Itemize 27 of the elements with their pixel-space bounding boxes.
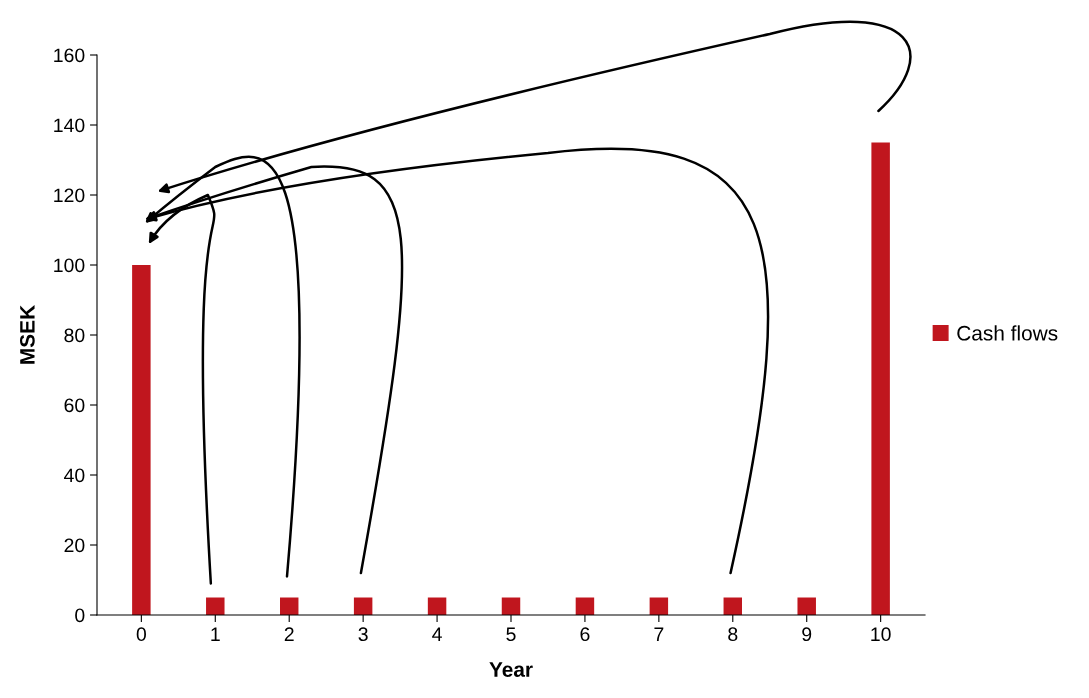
- y-tick-label: 140: [54, 118, 85, 133]
- bar: [206, 597, 225, 615]
- bar: [871, 142, 890, 615]
- y-tick-label: 120: [54, 188, 85, 203]
- y-tick-label: 40: [64, 468, 85, 483]
- x-tick-label: 9: [802, 627, 812, 642]
- x-tick-label: 3: [358, 627, 368, 642]
- x-tick-label: 10: [871, 627, 891, 642]
- x-tick-label: 8: [728, 627, 738, 642]
- y-tick-label: 60: [64, 398, 85, 413]
- x-tick-label: 4: [432, 627, 442, 641]
- x-tick-label: 0: [136, 627, 146, 642]
- bar: [797, 597, 816, 615]
- x-tick-label: 1: [211, 627, 220, 641]
- x-tick-label: 7: [654, 627, 664, 641]
- y-tick-label: 80: [64, 328, 85, 343]
- y-tick-label: 160: [54, 48, 85, 63]
- bar: [132, 265, 151, 615]
- y-tick-label: 100: [54, 258, 85, 273]
- y-axis-title: MSEK: [20, 305, 35, 364]
- y-tick-label: 0: [75, 608, 85, 623]
- x-tick-label: 6: [580, 627, 590, 642]
- x-tick-label: 5: [506, 627, 516, 642]
- legend-label: Cash flows: [957, 325, 1058, 341]
- y-tick-label: 20: [64, 538, 85, 553]
- x-axis-title: Year: [489, 662, 533, 677]
- x-tick-label: 2: [284, 627, 294, 641]
